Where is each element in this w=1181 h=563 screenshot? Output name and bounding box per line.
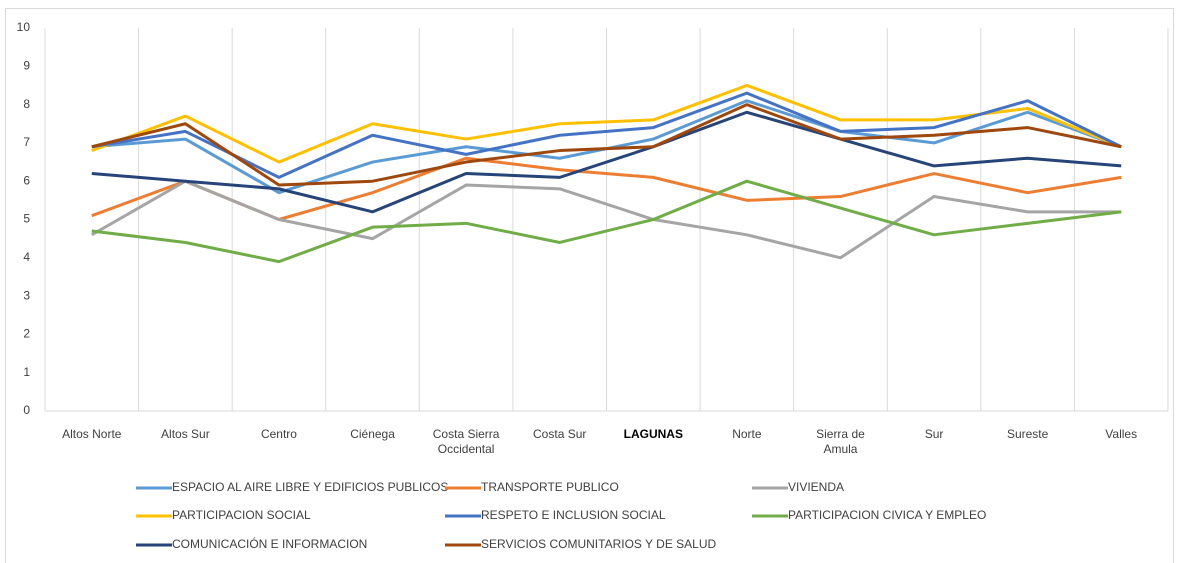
y-tick-label: 7 — [23, 135, 30, 149]
chart-border — [5, 8, 1174, 563]
legend-label: SERVICIOS COMUNITARIOS Y DE SALUD — [481, 537, 717, 551]
y-tick-label: 9 — [23, 58, 30, 72]
x-tick-label: Costa Sierra Occidental — [433, 427, 500, 456]
y-tick-label: 8 — [23, 97, 30, 111]
x-tick-label: Ciénega — [350, 427, 395, 441]
series-line — [91, 179, 1122, 264]
y-tick-label: 1 — [23, 365, 30, 379]
x-tick-label: Altos Norte — [62, 427, 122, 441]
x-tick-label: Sureste — [1007, 427, 1049, 441]
y-tick-label: 10 — [17, 20, 31, 34]
series-line — [91, 110, 1122, 214]
x-tick-label: Sur — [925, 427, 944, 441]
y-tick-label: 5 — [23, 212, 30, 226]
y-tick-label: 2 — [23, 327, 30, 341]
y-tick-label: 0 — [23, 403, 30, 417]
legend-label: RESPETO E INCLUSION SOCIAL — [481, 508, 666, 522]
legend-label: PARTICIPACION SOCIAL — [172, 508, 311, 522]
legend-label: VIVIENDA — [788, 480, 844, 494]
x-tick-label: Altos Sur — [161, 427, 210, 441]
x-tick-label: Norte — [732, 427, 762, 441]
y-tick-label: 6 — [23, 173, 30, 187]
x-tick-label: LAGUNAS — [624, 427, 683, 441]
x-tick-label: Centro — [261, 427, 297, 441]
x-tick-label: Costa Sur — [533, 427, 586, 441]
legend-label: COMUNICACIÓN E INFORMACION — [172, 536, 367, 551]
y-tick-label: 3 — [23, 288, 30, 302]
series-line — [91, 179, 1122, 260]
series-line — [91, 83, 1122, 164]
series-line — [91, 103, 1122, 187]
legend-label: ESPACIO AL AIRE LIBRE Y EDIFICIOS PUBLIC… — [172, 480, 448, 494]
legend-label: PARTICIPACION CIVICA Y EMPLEO — [788, 508, 986, 522]
x-tick-label: Sierra de Amula — [816, 427, 865, 456]
y-tick-label: 4 — [23, 250, 30, 264]
series-line — [91, 91, 1122, 179]
x-tick-label: Valles — [1105, 427, 1137, 441]
legend-label: TRANSPORTE PUBLICO — [481, 480, 619, 494]
